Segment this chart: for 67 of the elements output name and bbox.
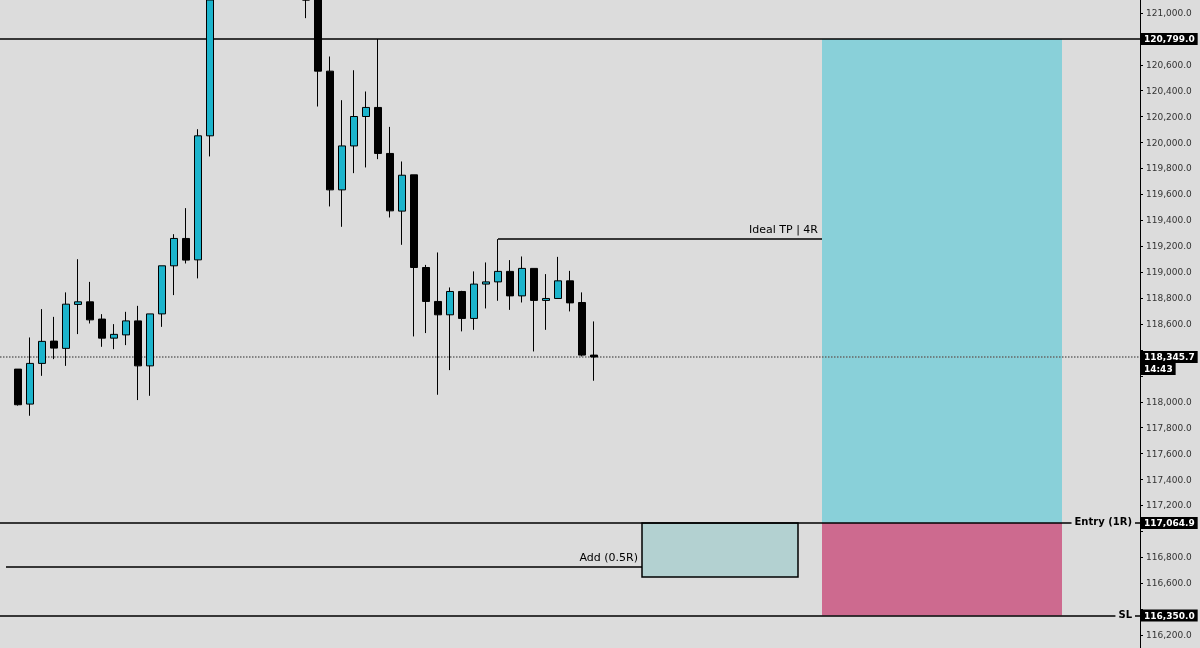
y-tick-label: 116,200.0 <box>1146 630 1193 641</box>
candlestick <box>470 270 478 331</box>
text: 117,064.9 <box>1144 517 1195 528</box>
candlestick <box>458 290 466 332</box>
candlestick <box>158 265 166 328</box>
y-tick-label: 117,600.0 <box>1146 448 1193 459</box>
y-tick-label: 120,600.0 <box>1146 59 1193 70</box>
candlestick <box>542 273 550 331</box>
candlestick <box>578 291 586 357</box>
candlestick <box>14 368 22 407</box>
y-tick-label: 119,200.0 <box>1146 241 1193 252</box>
y-tick-label: 120,000.0 <box>1146 137 1193 148</box>
candlestick <box>134 305 142 401</box>
y-tick-label: 121,000.0 <box>1146 7 1193 18</box>
y-tick-label: 118,000.0 <box>1146 396 1193 407</box>
candlestick <box>122 311 130 346</box>
candlestick <box>386 126 394 218</box>
candlestick <box>26 336 34 417</box>
ref-line-label: Add (0.5R) <box>579 551 638 565</box>
candlestick <box>182 207 190 264</box>
y-tick-label: 117,800.0 <box>1146 422 1193 433</box>
y-tick-label: 119,400.0 <box>1146 215 1193 226</box>
y-tick-label: 119,800.0 <box>1146 163 1193 174</box>
candlestick <box>302 0 310 19</box>
y-tick-label: 117,200.0 <box>1146 500 1193 511</box>
candlestick <box>518 255 526 303</box>
candlestick <box>530 267 538 352</box>
candlestick <box>554 256 562 299</box>
candlestick <box>50 316 58 360</box>
candlestick <box>98 313 106 348</box>
candlestick <box>422 264 430 334</box>
candlestick <box>566 270 574 312</box>
y-tick-label: 116,600.0 <box>1146 578 1193 589</box>
y-tick-label: 120,200.0 <box>1146 111 1193 122</box>
candlestick <box>446 286 454 371</box>
y-tick-label: 119,600.0 <box>1146 189 1193 200</box>
candlestick <box>62 291 70 367</box>
y-tick-label: 116,800.0 <box>1146 552 1193 563</box>
candlestick <box>110 323 118 350</box>
y-tick-label: 119,000.0 <box>1146 267 1193 278</box>
y-tick-label: 118,800.0 <box>1146 293 1193 304</box>
candlestick <box>338 99 346 228</box>
text: 116,350.0 <box>1144 610 1195 621</box>
candlestick <box>434 251 442 396</box>
text: 118,345.7 <box>1144 351 1195 362</box>
candlestick <box>362 91 370 168</box>
candlestick <box>482 261 490 309</box>
y-tick-label: 118,600.0 <box>1146 319 1193 329</box>
text: 120,799.0 <box>1144 34 1195 45</box>
y-tick-label: 117,400.0 <box>1146 474 1193 485</box>
candlestick <box>326 56 334 207</box>
candlestick <box>590 320 598 382</box>
candlestick <box>146 313 154 397</box>
ref-line-label: SL <box>1118 609 1133 621</box>
text: 14:43 <box>1144 363 1173 374</box>
y-tick-label: 120,400.0 <box>1146 85 1193 96</box>
candlestick <box>194 128 202 279</box>
candlestick <box>410 174 418 337</box>
candlestick <box>38 308 46 377</box>
candlestick <box>170 233 178 296</box>
candlestick <box>86 281 94 324</box>
ref-line-label: Ideal TP | 4R <box>749 223 819 237</box>
candlestick <box>74 258 82 335</box>
candlestick <box>350 69 358 174</box>
ref-line-label: Entry (1R) <box>1074 516 1133 528</box>
candlestick <box>506 259 514 311</box>
candlestick <box>398 160 406 246</box>
